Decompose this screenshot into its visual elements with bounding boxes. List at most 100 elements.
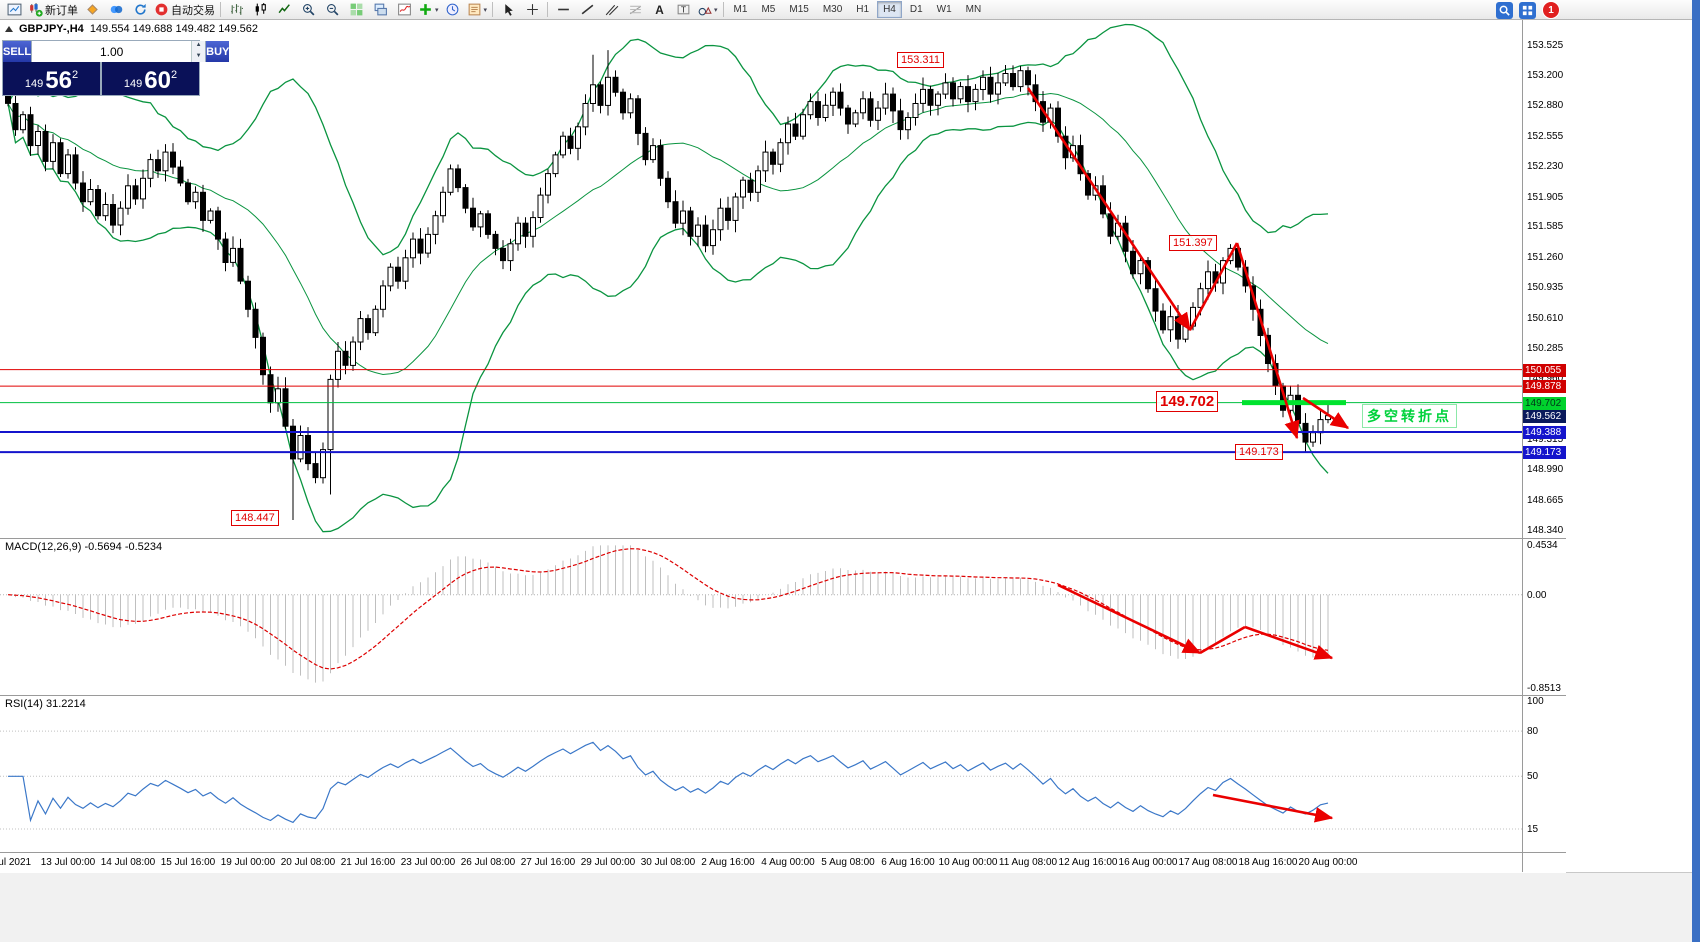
symbol-name: GBPJPY-,H4 [19, 23, 84, 35]
buy-button[interactable]: BUY [206, 41, 230, 62]
time-axis-label: 17 Aug 08:00 [1178, 857, 1238, 868]
apps-button[interactable] [1519, 1, 1536, 19]
shapes-button[interactable]: ▾ [695, 1, 720, 19]
zoom-in-button[interactable] [296, 1, 320, 19]
candlestick-chart-icon [255, 3, 266, 16]
symbol-ohlc: 149.554 149.688 149.482 149.562 [89, 23, 259, 35]
candlestick-chart-button[interactable] [248, 1, 272, 19]
crosshair-button[interactable] [520, 1, 544, 19]
timeframe-m1-button[interactable]: M1 [733, 4, 748, 15]
macd-label: MACD(12,26,9) -0.5694 -0.5234 [5, 541, 163, 553]
rsi-splitter[interactable] [0, 695, 1566, 696]
refresh-button[interactable] [128, 1, 152, 19]
search-button[interactable] [1496, 1, 1513, 19]
rsi-label: RSI(14) 31.2214 [5, 698, 86, 710]
equidistant-channel-button[interactable] [599, 1, 623, 19]
price-annotation[interactable]: 151.397 [1169, 235, 1217, 251]
price-axis-label: 152.230 [1527, 161, 1564, 172]
rsi-axis-label: 100 [1527, 696, 1544, 707]
trendline-icon [581, 4, 593, 15]
timeframe-h1-button[interactable]: H1 [856, 4, 870, 15]
horizontal-line-button[interactable] [551, 1, 575, 19]
price-axis-label: 150.610 [1527, 313, 1564, 324]
zoom-out-icon [326, 4, 338, 16]
auto-trading-icon [155, 3, 168, 16]
new-order-button[interactable]: 新订单 [26, 1, 80, 19]
tile-windows-button[interactable] [344, 1, 368, 19]
price-marker: 149.562 [1523, 410, 1566, 423]
notification-badge[interactable]: 1 [1542, 1, 1560, 19]
add-indicator-icon [420, 4, 431, 15]
price-marker: 149.388 [1523, 426, 1566, 439]
timeframe-m15-button[interactable]: M15 [789, 4, 809, 15]
price-marker: 150.055 [1523, 364, 1566, 377]
rsi-axis-label: 15 [1527, 824, 1539, 835]
timeframe-m5-button[interactable]: M5 [761, 4, 776, 15]
time-axis[interactable]: 9 Jul 2021 13 Jul 00:00 14 Jul 08:00 15 Jul… [0, 852, 1566, 873]
volume-box: ▲ ▼ [31, 41, 207, 62]
rsi-axis-label: 50 [1527, 771, 1539, 782]
timeframe-d1-button[interactable]: D1 [909, 4, 923, 15]
templates-button[interactable]: ▾ [465, 1, 490, 19]
macd-splitter[interactable] [0, 538, 1566, 539]
price-axis-label: 153.200 [1527, 70, 1564, 81]
time-axis-label: 4 Aug 00:00 [761, 857, 815, 868]
buy-price[interactable]: 149 60 2 [102, 62, 199, 95]
cursor-button[interactable] [496, 1, 520, 19]
data-window-button[interactable] [104, 1, 128, 19]
sell-price[interactable]: 149 56 2 [3, 62, 100, 95]
svg-text:T: T [680, 5, 686, 15]
volume-input[interactable] [32, 41, 192, 62]
macd-axis-label: 0.00 [1527, 590, 1547, 601]
timeframe-w1-button[interactable]: W1 [936, 4, 952, 15]
price-annotation[interactable]: 153.311 [897, 52, 944, 68]
time-axis-label: 23 Jul 00:00 [400, 857, 456, 868]
main-chart-canvas[interactable] [0, 20, 1522, 538]
price-axis-label: 152.555 [1527, 131, 1564, 142]
chart-window: GBPJPY-,H4 149.554 149.688 149.482 149.5… [0, 20, 1692, 873]
timeframe-h4-button[interactable]: H4 [877, 1, 902, 18]
zoom-out-button[interactable] [320, 1, 344, 19]
cursor-icon [504, 4, 513, 16]
price-marker: 149.173 [1523, 446, 1566, 459]
chart-window-button[interactable] [2, 1, 26, 19]
time-axis-label: 9 Jul 2021 [0, 857, 32, 868]
market-watch-button[interactable] [80, 1, 104, 19]
timeframe-mn-button[interactable]: MN [965, 4, 982, 15]
bar-chart-button[interactable] [224, 1, 248, 19]
time-axis-label: 10 Aug 00:00 [938, 857, 998, 868]
auto-arrange-button[interactable] [368, 1, 392, 19]
fibonacci-button[interactable] [623, 1, 647, 19]
price-annotation[interactable]: 148.447 [231, 510, 279, 526]
turning-point-note[interactable]: 多空转折点 [1362, 404, 1457, 428]
fibonacci-icon [629, 5, 641, 15]
price-axis-label: 148.665 [1527, 495, 1564, 506]
add-indicator-button[interactable]: ▾ [416, 1, 441, 19]
zoom-in-icon [302, 4, 314, 16]
indicators-button[interactable] [392, 1, 416, 19]
bar-chart-icon [230, 4, 243, 15]
dropdown-caret-icon: ▾ [714, 6, 718, 14]
window-scrollbar[interactable] [1692, 0, 1700, 942]
time-axis-label: 21 Jul 16:00 [340, 857, 396, 868]
line-chart-button[interactable] [272, 1, 296, 19]
volume-down-button[interactable]: ▼ [192, 51, 206, 62]
macd-panel-canvas[interactable] [0, 538, 1522, 695]
trendline-button[interactable] [575, 1, 599, 19]
indicators-icon [397, 3, 411, 16]
volume-up-button[interactable]: ▲ [192, 41, 206, 52]
text-label-button[interactable]: T [671, 1, 695, 19]
price-annotation[interactable]: 149.702 [1156, 391, 1219, 412]
period-clock-button[interactable] [441, 1, 465, 19]
market-watch-icon [86, 4, 98, 15]
timeframe-m30-button[interactable]: M30 [822, 4, 843, 15]
sell-button[interactable]: SELL [3, 41, 32, 62]
rsi-panel-canvas[interactable] [0, 695, 1522, 852]
time-axis-label: 13 Jul 00:00 [40, 857, 96, 868]
rsi-axis-label: 80 [1527, 726, 1539, 737]
text-button[interactable]: A [647, 1, 671, 19]
data-window-icon [110, 5, 122, 14]
price-annotation[interactable]: 149.173 [1235, 444, 1283, 460]
auto-trading-button[interactable]: 自动交易 [152, 1, 217, 19]
